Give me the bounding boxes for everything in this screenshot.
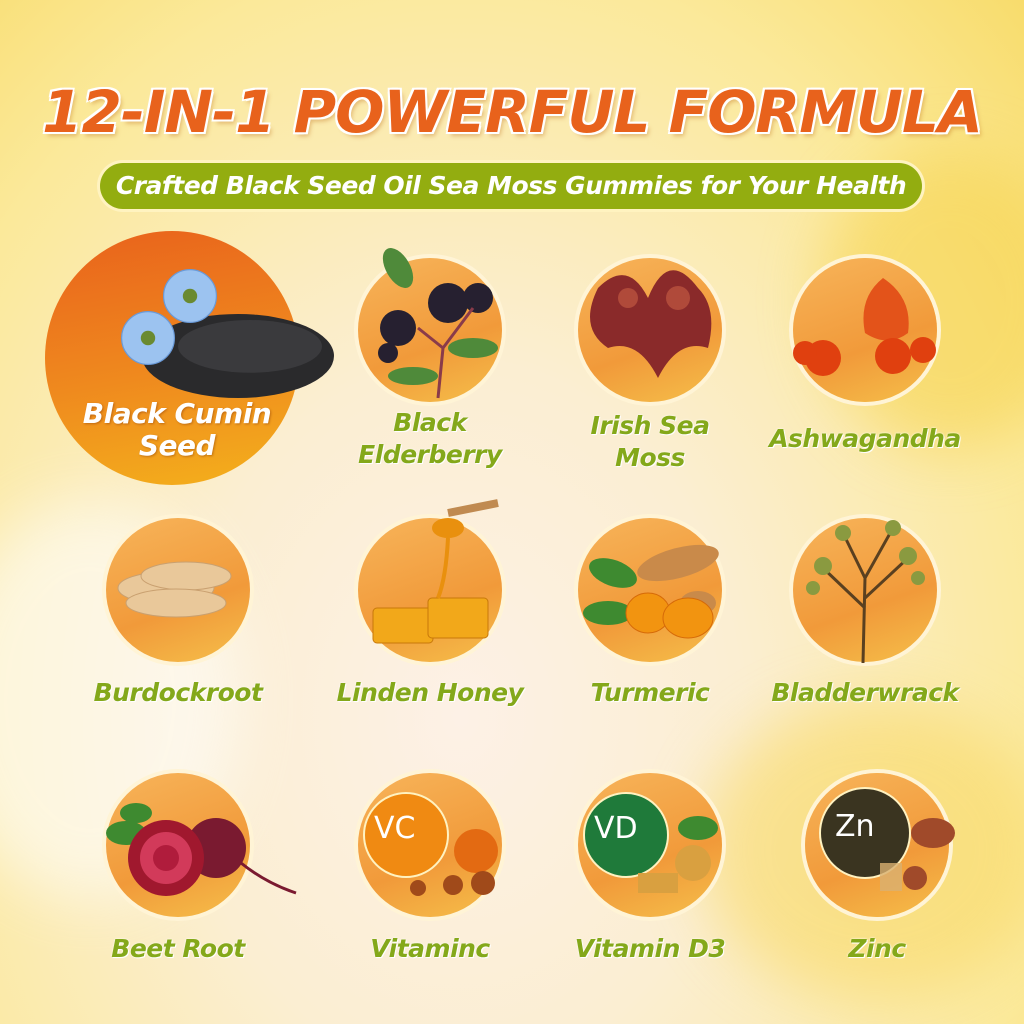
ingredient-circle (358, 248, 502, 402)
ingredient-label: Black (393, 408, 467, 437)
ingredient-circle (793, 258, 937, 402)
subtitle-banner: Crafted Black Seed Oil Sea Moss Gummies … (100, 163, 922, 209)
ingredient-circle (358, 499, 502, 662)
ingredient-label: Linden Honey (336, 678, 524, 707)
ingredient-label: Vitamin D3 (574, 934, 726, 963)
vitamin-c-icon (363, 792, 498, 896)
ingredient-label: Elderberry (358, 440, 502, 469)
page-title: 12-IN-1 POWERFUL FORMULA (42, 78, 983, 146)
vitamin-d3-icon (583, 792, 718, 893)
beet-root-icon (106, 803, 297, 896)
ingredient-circle (45, 231, 334, 485)
ingredient-label: Vitaminc (370, 934, 490, 963)
nutrient-badge: Zn (835, 809, 875, 844)
ingredient-label: Zinc (848, 934, 906, 963)
sea-moss-icon (590, 270, 712, 378)
ashwagandha-icon (793, 278, 936, 376)
ingredient-label: Turmeric (590, 678, 710, 707)
nutrient-badge: VC (374, 811, 416, 846)
nutrient-badge: VD (594, 811, 638, 846)
ingredient-circle: VD (578, 773, 722, 917)
ingredient-circle (578, 258, 722, 402)
ingredient-label: Ashwagandha (769, 424, 961, 453)
ingredient-label: Bladderwrack (771, 678, 959, 707)
black-cumin-seed-icon (121, 269, 334, 398)
honey-icon (372, 499, 499, 644)
ingredient-circle (106, 518, 250, 662)
ingredient-circle (106, 773, 297, 917)
ingredient-label: Moss (615, 443, 685, 472)
ingredient-label: Seed (138, 429, 216, 462)
ingredient-circle (793, 518, 937, 664)
ingredient-label: Burdockroot (93, 678, 263, 707)
ingredient-circle: VC (358, 773, 502, 917)
ingredient-label: Black Cumin (82, 397, 272, 430)
ingredient-circle: Zn (805, 773, 955, 917)
turmeric-icon (583, 544, 719, 639)
ingredient-label: Beet Root (111, 934, 245, 963)
elderberry-icon (378, 248, 498, 399)
ingredient-circle (578, 518, 722, 662)
bladderwrack-icon (806, 520, 925, 664)
burdock-root-icon (117, 561, 232, 618)
ingredient-label: Irish Sea (590, 411, 710, 440)
zinc-icon (819, 787, 955, 891)
